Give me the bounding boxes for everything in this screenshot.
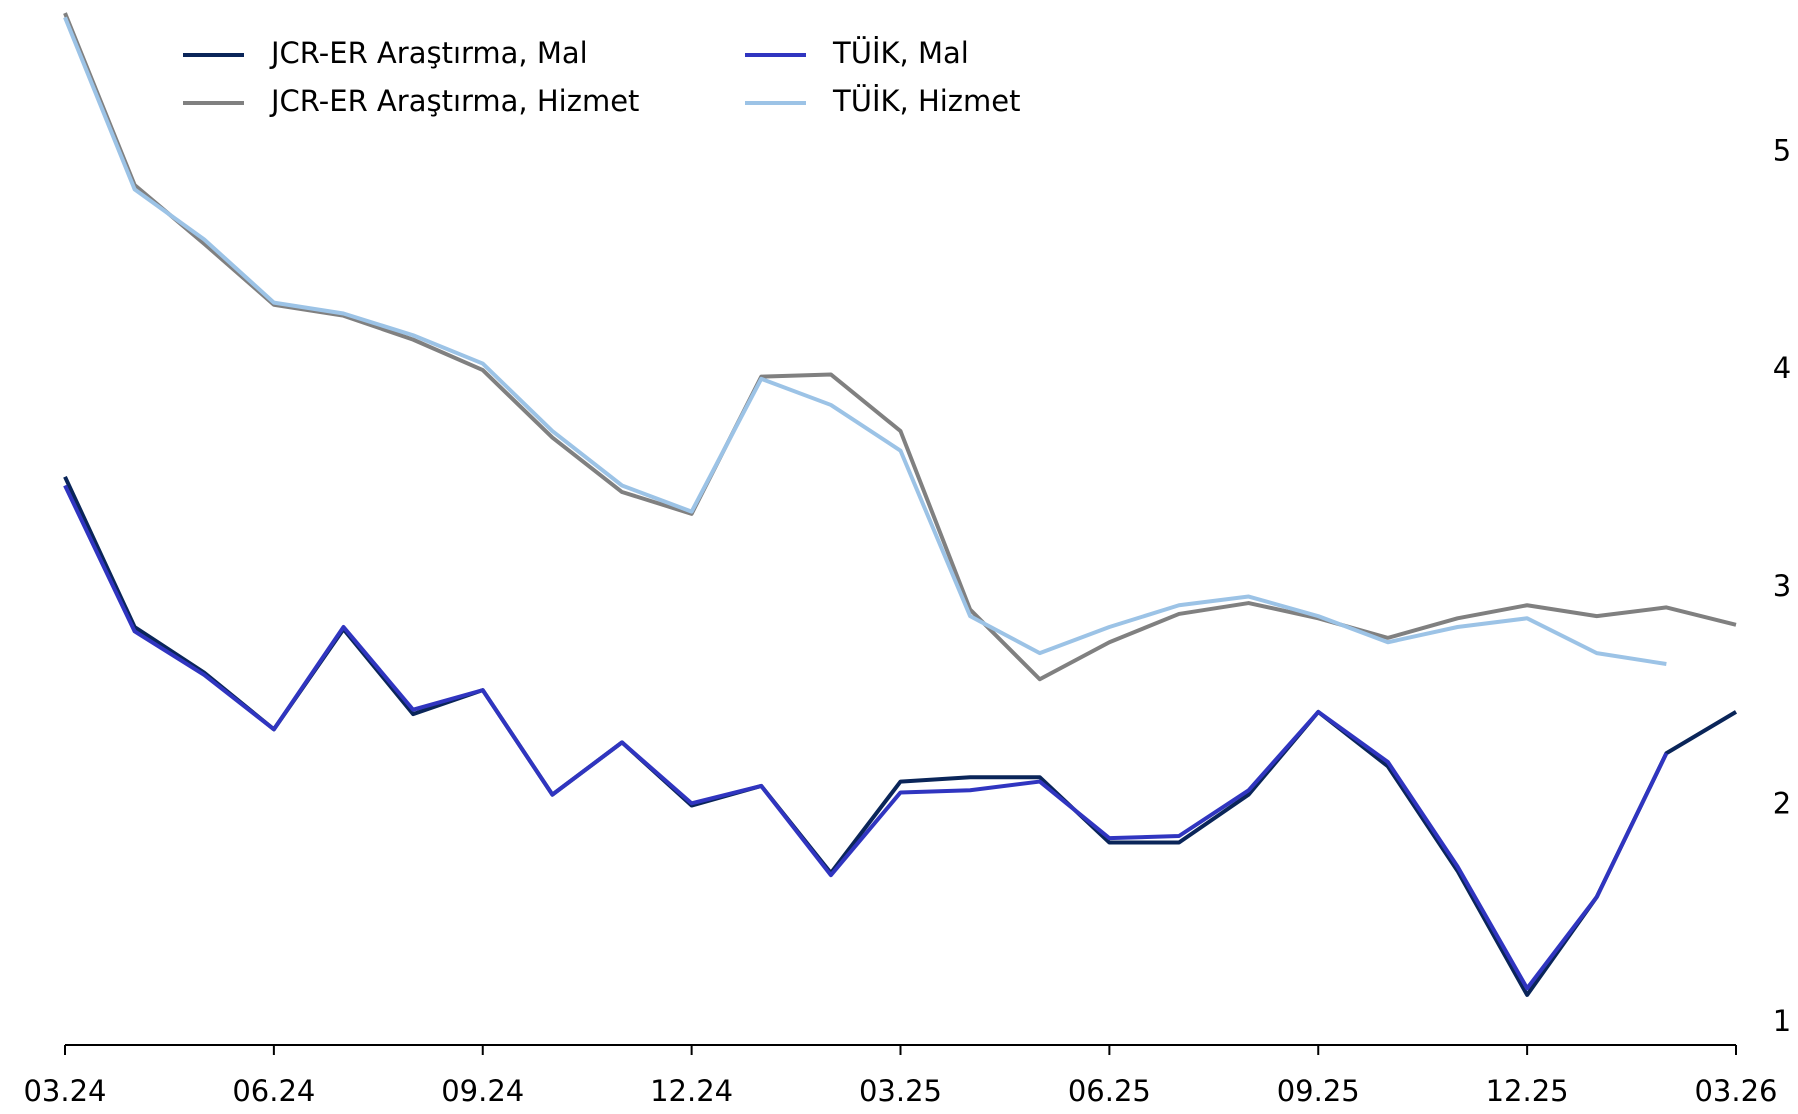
x-tick-label: 12.25 [1486,1074,1569,1108]
x-tick-label: 09.25 [1277,1074,1360,1108]
x-tick-label: 12.24 [650,1074,733,1108]
legend-label: TÜİK, Mal [832,36,969,70]
legend-label: JCR-ER Araştırma, Mal [269,36,588,70]
y-tick-label: 3 [1773,569,1791,603]
y-tick-label: 5 [1773,133,1791,167]
series-line [63,16,1667,666]
x-tick-label: 09.24 [441,1074,524,1108]
series-line [63,484,1669,991]
x-tick-label: 06.25 [1068,1074,1151,1108]
x-tick-label: 03.25 [859,1074,942,1108]
x-tick-label: 06.24 [232,1074,315,1108]
y-tick-label: 2 [1773,787,1791,821]
legend-label: JCR-ER Araştırma, Hizmet [269,84,639,118]
legend-label: TÜİK, Hizmet [832,84,1021,118]
series-line [63,12,1737,682]
y-tick-label: 1 [1773,1004,1791,1038]
x-tick-label: 03.26 [1694,1074,1777,1108]
x-tick-label: 03.24 [23,1074,106,1108]
y-tick-label: 4 [1773,351,1791,385]
